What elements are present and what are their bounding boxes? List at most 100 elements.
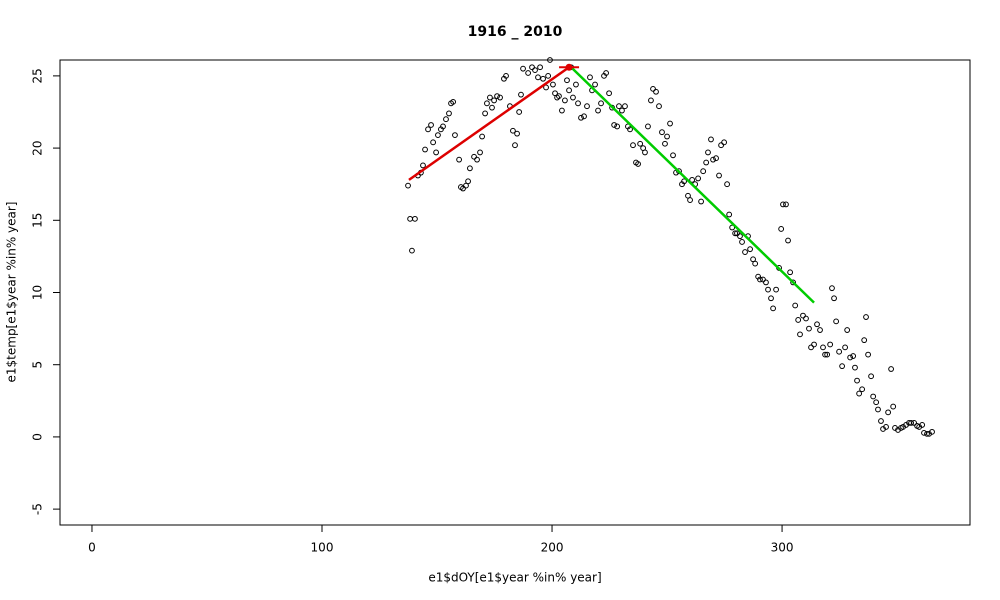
point bbox=[811, 341, 817, 348]
point bbox=[763, 279, 769, 286]
point bbox=[890, 403, 897, 410]
point bbox=[477, 149, 483, 156]
point bbox=[667, 120, 673, 127]
point bbox=[822, 351, 828, 358]
point bbox=[732, 230, 739, 237]
point bbox=[670, 152, 676, 159]
point bbox=[713, 155, 719, 162]
point bbox=[873, 399, 880, 406]
point bbox=[760, 276, 766, 283]
point bbox=[737, 233, 743, 240]
point bbox=[842, 344, 848, 351]
point bbox=[532, 67, 538, 74]
point bbox=[635, 161, 641, 167]
point bbox=[839, 363, 846, 370]
point bbox=[578, 114, 584, 121]
point bbox=[814, 321, 820, 328]
point bbox=[833, 318, 840, 325]
point bbox=[861, 337, 868, 344]
point bbox=[575, 100, 581, 107]
point bbox=[584, 103, 590, 110]
point bbox=[803, 315, 809, 322]
point bbox=[847, 354, 854, 361]
point bbox=[474, 156, 480, 163]
point bbox=[489, 104, 495, 111]
point bbox=[919, 422, 926, 428]
point bbox=[637, 140, 644, 147]
point bbox=[525, 70, 532, 76]
point bbox=[808, 344, 814, 351]
y-tick-label: 5 bbox=[31, 361, 45, 369]
point bbox=[856, 390, 863, 397]
point bbox=[479, 133, 486, 140]
point bbox=[484, 100, 490, 107]
point bbox=[642, 149, 648, 156]
point bbox=[420, 162, 426, 169]
point bbox=[456, 156, 463, 163]
point bbox=[659, 129, 665, 136]
point bbox=[885, 409, 892, 416]
point bbox=[543, 84, 549, 91]
y-tick-label: 0 bbox=[31, 433, 45, 441]
point bbox=[443, 116, 449, 123]
fit-line bbox=[570, 66, 815, 304]
point bbox=[770, 305, 776, 312]
point bbox=[878, 418, 884, 424]
point bbox=[888, 366, 894, 372]
point bbox=[598, 100, 604, 107]
point bbox=[800, 312, 806, 319]
point bbox=[460, 185, 466, 192]
point bbox=[785, 237, 791, 244]
point bbox=[911, 420, 918, 426]
point bbox=[630, 142, 636, 149]
point bbox=[581, 113, 587, 120]
point bbox=[739, 239, 745, 245]
point bbox=[863, 314, 869, 320]
point bbox=[806, 325, 812, 332]
x-axis-label: e1$dOY[e1$year %in% year] bbox=[428, 571, 601, 585]
point bbox=[865, 351, 871, 358]
y-tick-label: 15 bbox=[31, 213, 45, 228]
point bbox=[656, 103, 662, 110]
point bbox=[908, 420, 915, 426]
y-tick-label: -5 bbox=[31, 503, 45, 515]
point bbox=[648, 97, 654, 104]
point bbox=[487, 94, 493, 101]
point bbox=[611, 122, 618, 128]
point bbox=[545, 72, 552, 79]
point bbox=[836, 348, 843, 355]
point bbox=[405, 182, 411, 189]
point bbox=[606, 90, 612, 97]
point bbox=[529, 64, 535, 71]
point bbox=[676, 168, 682, 175]
point bbox=[450, 98, 457, 105]
point bbox=[422, 146, 428, 153]
point bbox=[595, 107, 601, 114]
point bbox=[824, 351, 831, 358]
point bbox=[854, 377, 860, 384]
point bbox=[797, 331, 803, 338]
point bbox=[773, 286, 779, 293]
point bbox=[465, 178, 471, 185]
point bbox=[747, 246, 753, 253]
point bbox=[573, 81, 579, 88]
point bbox=[425, 126, 431, 133]
point bbox=[482, 110, 488, 117]
fit-line bbox=[408, 66, 570, 181]
point bbox=[695, 175, 702, 182]
y-axis-label: e1$temp[e1$year %in% year] bbox=[5, 202, 19, 383]
point bbox=[518, 91, 524, 98]
point bbox=[428, 122, 434, 128]
point bbox=[650, 85, 656, 92]
point bbox=[820, 344, 826, 351]
point bbox=[726, 211, 733, 218]
point bbox=[724, 181, 730, 188]
y-tick-label: 10 bbox=[31, 285, 45, 300]
point bbox=[792, 302, 799, 309]
point bbox=[564, 77, 570, 84]
point bbox=[929, 428, 935, 435]
point bbox=[718, 142, 725, 149]
